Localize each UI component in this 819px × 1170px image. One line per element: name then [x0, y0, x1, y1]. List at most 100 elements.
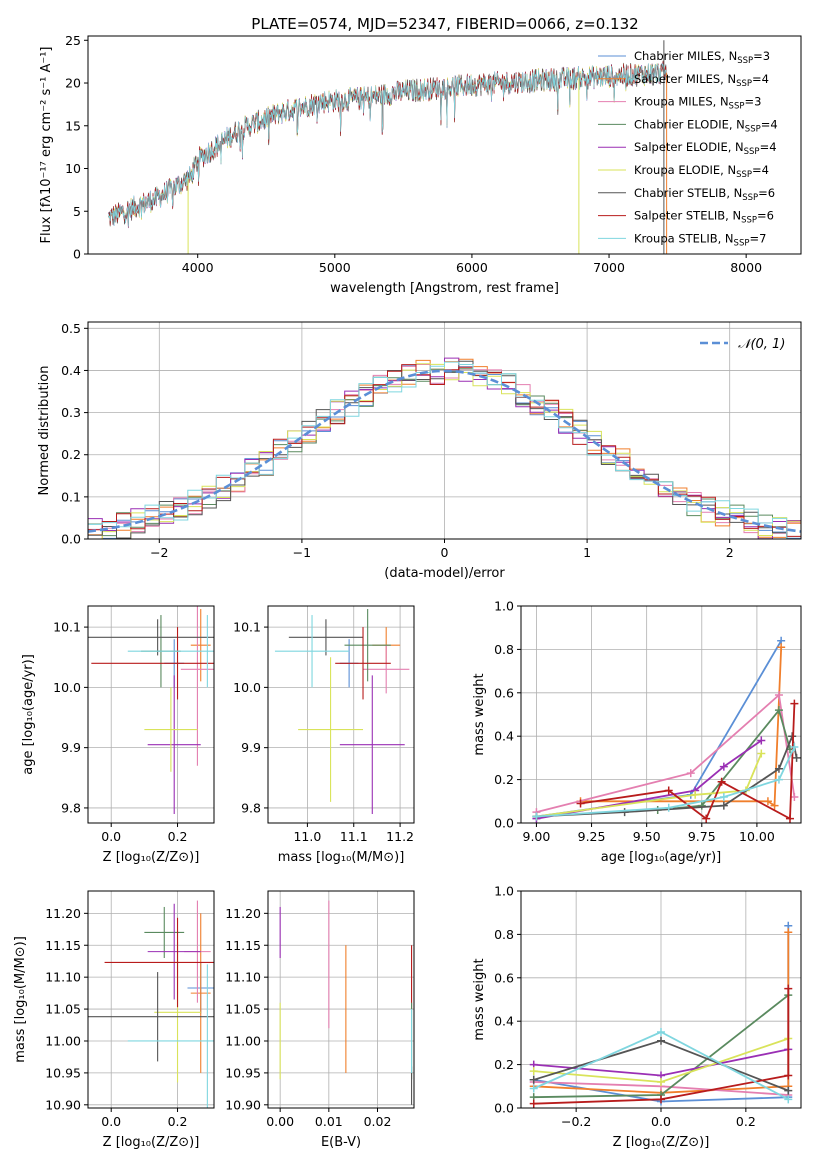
weight-marker-salpeter-stelib: [790, 699, 799, 708]
spectrum-line-kroupa-miles: [108, 63, 667, 225]
weight-marker-chabrier-stelib: [784, 1086, 793, 1095]
mass-vs-EBV-xtick-label: 0.01: [315, 1114, 343, 1129]
mass-weight-vs-age-ytick-label: 0.4: [494, 729, 514, 744]
residuals-ytick-label: 0.5: [61, 321, 81, 336]
age-vs-Z-xlabel: Z [log₁₀(Z/Z⊙)]: [103, 850, 200, 865]
age-vs-mass-ytick-label: 9.9: [241, 740, 261, 755]
weight-line-kroupa-miles: [536, 693, 796, 813]
spectrum-xtick-label: 6000: [456, 260, 488, 275]
mass-weight-vs-Z-xtick-label: −0.2: [561, 1114, 591, 1129]
mass-weight-vs-age-xtick-label: 9.75: [688, 829, 716, 844]
residuals-xtick-label: −1: [293, 545, 311, 560]
mass-vs-EBV-xlabel: E(B-V): [321, 1135, 361, 1150]
weight-line-salpeter-elodie: [536, 739, 762, 820]
mass-weight-vs-Z-ylabel: mass weight: [472, 958, 487, 1040]
residuals-xlabel: (data-model)/error: [384, 566, 505, 581]
weight-marker-kroupa-miles: [774, 690, 783, 699]
hist-kroupa-stelib: [88, 361, 801, 539]
spectrum-line-chabrier-miles: [108, 61, 667, 229]
spectrum-ytick-label: 5: [73, 204, 81, 219]
age-vs-Z-xtick-label: 0.0: [101, 829, 121, 844]
legend-entry-chabrier-miles: Chabrier MILES, NSSP=3: [634, 49, 770, 66]
mass-vs-Z-xlabel: Z [log₁₀(Z/Z⊙)]: [103, 1135, 200, 1150]
legend-entry-salpeter-elodie: Salpeter ELODIE, NSSP=4: [634, 140, 777, 157]
spectrum-xtick-label: 7000: [593, 260, 625, 275]
weight-marker-salpeter-miles: [770, 801, 779, 810]
mass-vs-EBV-ytick-label: 10.95: [225, 1065, 261, 1080]
mass-weight-vs-age-xtick-label: 9.50: [633, 829, 661, 844]
weight-marker-kroupa-stelib: [657, 1028, 665, 1037]
mass-vs-Z-ytick-label: 10.95: [45, 1065, 81, 1080]
spectrum-ylabel: Flux [fλ10⁻¹⁷ erg cm⁻² s⁻¹ A⁻¹]: [39, 47, 54, 244]
residuals-ytick-label: 0.0: [61, 532, 81, 547]
weight-line-kroupa-stelib: [536, 746, 796, 818]
spectrum-xtick-label: 8000: [730, 260, 762, 275]
spectrum-ytick-label: 10: [65, 161, 81, 176]
mass-vs-EBV-ytick-label: 11.15: [225, 938, 261, 953]
weight-marker-kroupa-elodie: [657, 1077, 665, 1086]
residuals-xtick-label: 1: [583, 545, 591, 560]
weight-marker-chabrier-stelib: [529, 1075, 538, 1084]
legend-entry-kroupa-stelib: Kroupa STELIB, NSSP=7: [634, 231, 766, 248]
mass-weight-vs-age-xlabel: age [log₁₀(age/yr)]: [601, 850, 722, 865]
age-vs-mass-xlabel: mass [log₁₀(M/M⊙)]: [278, 850, 405, 865]
age-vs-Z-ytick-label: 9.9: [61, 740, 81, 755]
age-vs-Z-ylabel: age [log₁₀(age/yr)]: [21, 654, 36, 775]
residuals-ytick-label: 0.3: [61, 405, 81, 420]
weight-line-chabrier-stelib: [536, 733, 798, 818]
spectrum-line-salpeter-elodie: [108, 62, 667, 228]
residuals-ytick-label: 0.2: [61, 447, 81, 462]
residuals-xtick-label: 0: [441, 545, 449, 560]
spectrum-line-kroupa-stelib: [108, 62, 667, 227]
spectrum-xtick-label: 5000: [319, 260, 351, 275]
age-vs-Z-axes: 0.0 0.2 9.8 9.9 10.0 10.1 Z [log₁₀(Z/Z⊙)] age […: [21, 606, 214, 865]
mass-weight-vs-Z-xtick-label: 0.0: [651, 1114, 671, 1129]
mass-weight-vs-age-ytick-label: 0.2: [494, 772, 514, 787]
mass-vs-EBV-xtick-label: 0.02: [364, 1114, 392, 1129]
spectrum-line-salpeter-miles: [108, 63, 667, 225]
mass-vs-EBV-xtick-label: 0.00: [266, 1114, 294, 1129]
age-vs-mass-ytick-label: 10.0: [233, 680, 261, 695]
weight-marker-salpeter-elodie: [757, 736, 766, 745]
mass-weight-vs-Z-ytick-label: 0.4: [494, 1014, 514, 1029]
residuals-ytick-label: 0.1: [61, 489, 81, 504]
residuals-xtick-label: −2: [150, 545, 168, 560]
mass-weight-vs-age-xtick-label: 10.00: [739, 829, 775, 844]
mass-vs-Z-xtick-label: 0.2: [168, 1114, 188, 1129]
age-vs-Z-ytick-label: 9.8: [61, 800, 81, 815]
weight-marker-kroupa-stelib: [529, 1084, 538, 1093]
residuals-legend-label: 𝒩(0, 1): [738, 337, 785, 352]
age-vs-mass-xtick-label: 11.0: [293, 829, 321, 844]
residuals-frame: [87, 321, 802, 540]
weight-marker-kroupa-elodie: [757, 749, 766, 758]
spectrum-xtick-label: 4000: [182, 260, 214, 275]
legend-entry-kroupa-miles: Kroupa MILES, NSSP=3: [634, 95, 761, 112]
mass-vs-EBV-ytick-label: 11.20: [225, 906, 261, 921]
spectrum-frame: [87, 35, 802, 255]
spectrum-line-salpeter-stelib: [108, 60, 667, 228]
weight-marker-salpeter-miles: [784, 928, 793, 937]
mass-weight-vs-age-ytick-label: 1.0: [494, 599, 514, 614]
spectrum-xlabel: wavelength [Angstrom, rest frame]: [330, 281, 559, 296]
weight-marker-chabrier-stelib: [719, 801, 728, 810]
spectrum-line-kroupa-elodie: [108, 63, 667, 224]
mass-weight-vs-age-ytick-label: 0.0: [494, 816, 514, 831]
mass-weight-vs-Z-axes: −0.2 0.0 0.2 0.0 0.2 0.4 0.6 0.8 1.0 Z [log₁₀(Z/Z…: [472, 884, 801, 1150]
mass-vs-Z-ytick-label: 11.15: [45, 938, 81, 953]
mass-weight-vs-Z-ytick-label: 0.8: [494, 927, 514, 942]
weight-line-salpeter-stelib: [533, 988, 790, 1105]
mass-weight-vs-Z-ytick-label: 1.0: [494, 884, 514, 899]
spectrum-legend: Chabrier MILES, NSSP=3 Salpeter MILES, NS…: [598, 49, 778, 248]
mass-vs-EBV-frame: [267, 890, 415, 1109]
weight-marker-kroupa-stelib: [664, 803, 673, 812]
age-vs-mass-frame: [267, 605, 415, 824]
weight-marker-kroupa-stelib: [774, 775, 783, 784]
residuals-xtick-label: 2: [726, 545, 734, 560]
weight-marker-kroupa-stelib: [719, 792, 728, 801]
mass-vs-Z-ytick-label: 11.05: [45, 1002, 81, 1017]
weight-marker-kroupa-elodie: [691, 790, 700, 799]
age-vs-Z-frame: [87, 605, 215, 824]
weight-marker-salpeter-stelib: [576, 799, 585, 808]
weight-marker-salpeter-stelib: [664, 786, 673, 795]
mass-weight-vs-Z-ytick-label: 0.6: [494, 970, 514, 985]
